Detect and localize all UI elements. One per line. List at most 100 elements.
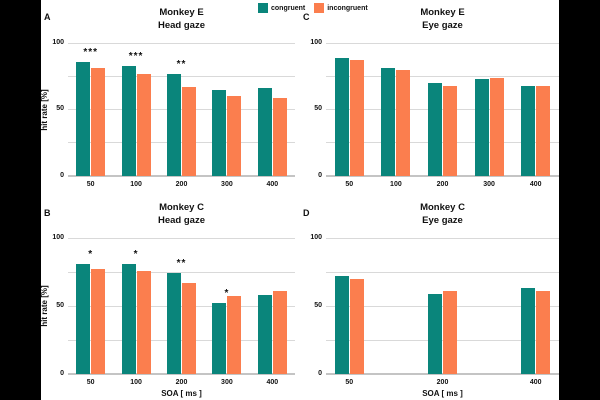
bar-congruent xyxy=(257,88,272,176)
y-tick-label: 0 xyxy=(318,171,322,179)
bar-incongruent xyxy=(396,69,411,176)
bar-congruent xyxy=(521,85,536,176)
bar-congruent xyxy=(257,295,272,374)
significance-marker: *** xyxy=(83,46,99,58)
bar-incongruent xyxy=(136,73,151,176)
bar-congruent xyxy=(76,61,91,176)
gridline-50 xyxy=(326,305,559,307)
y-tick-label: 50 xyxy=(56,105,64,112)
y-tick-label: 100 xyxy=(52,233,64,241)
bar-incongruent xyxy=(182,86,196,176)
gridline-100 xyxy=(326,42,559,44)
legend: congruent incongruent xyxy=(258,3,368,13)
panel-title-block: Monkey E Head gaze xyxy=(68,6,295,32)
bar-incongruent xyxy=(272,97,287,176)
legend-item-incongruent: incongruent xyxy=(314,3,368,13)
bar-incongruent xyxy=(136,270,151,374)
bar-incongruent xyxy=(443,85,457,176)
panel-letter-D: D xyxy=(303,208,310,218)
significance-marker: * xyxy=(88,248,94,260)
y-tick-label: 50 xyxy=(314,105,322,112)
x-tick-label: 100 xyxy=(130,181,142,188)
x-tick-label: 400 xyxy=(529,379,542,386)
x-tick-label: 50 xyxy=(86,379,95,386)
y-tick-label: 50 xyxy=(314,301,322,309)
y-tick-label: 100 xyxy=(310,38,322,46)
panel-title-block: Monkey C Head gaze xyxy=(68,201,295,227)
legend-label-incongruent: incongruent xyxy=(327,4,368,12)
gridline-25 xyxy=(68,339,295,341)
bar-congruent xyxy=(212,89,227,176)
bar-congruent xyxy=(334,276,349,374)
y-tick-label: 100 xyxy=(310,233,322,241)
gridline-100 xyxy=(68,237,295,239)
x-tick-label: 300 xyxy=(221,181,233,188)
gridline-25 xyxy=(326,339,559,341)
x-tick-label: 300 xyxy=(221,379,233,386)
significance-marker: * xyxy=(133,248,139,260)
bar-incongruent xyxy=(91,68,106,176)
x-tick-label: 50 xyxy=(345,379,354,386)
x-tick-label: 400 xyxy=(529,181,542,188)
x-tick-label: 200 xyxy=(436,379,449,386)
bar-congruent xyxy=(334,57,349,176)
bar-incongruent xyxy=(349,60,364,176)
gridline-75 xyxy=(326,75,559,77)
x-tick-label: 50 xyxy=(86,181,95,188)
panel-letter-A: A xyxy=(44,12,51,22)
panel-subtitle: Eye gaze xyxy=(422,215,463,226)
panel-subtitle: Eye gaze xyxy=(422,20,463,31)
gridline-25 xyxy=(68,142,295,144)
x-tick-label: 400 xyxy=(266,379,279,386)
y-tick-label: 0 xyxy=(60,171,64,179)
y-axis-label: hit rate [%] xyxy=(40,88,49,131)
x-axis-line xyxy=(326,373,559,375)
significance-marker: * xyxy=(224,288,230,300)
panel-title: Monkey C xyxy=(420,202,465,213)
bar-congruent xyxy=(167,73,181,176)
bar-incongruent xyxy=(443,291,457,374)
bar-congruent xyxy=(76,263,91,374)
legend-label-congruent: congruent xyxy=(271,4,306,12)
x-tick-label: 400 xyxy=(266,181,279,188)
bar-congruent xyxy=(474,78,489,176)
gridline-50 xyxy=(68,109,295,110)
x-axis-label: SOA [ ms ] xyxy=(161,389,202,398)
bar-congruent xyxy=(428,293,442,374)
bar-incongruent xyxy=(536,291,551,374)
x-axis-line xyxy=(68,373,295,375)
y-tick-label: 50 xyxy=(56,301,64,309)
bar-congruent xyxy=(212,303,227,374)
x-tick-label: 300 xyxy=(483,181,495,188)
bar-incongruent xyxy=(91,269,106,374)
bar-incongruent xyxy=(349,278,364,374)
gridline-75 xyxy=(68,75,295,77)
panel-title: Monkey E xyxy=(159,7,204,18)
x-tick-label: 50 xyxy=(345,181,354,188)
y-tick-label: 100 xyxy=(52,38,64,46)
significance-marker: ** xyxy=(176,58,187,70)
x-tick-label: 200 xyxy=(175,181,188,188)
significance-marker: ** xyxy=(176,258,187,270)
y-tick-label: 0 xyxy=(318,369,322,377)
gridline-75 xyxy=(68,271,295,273)
gridline-50 xyxy=(326,109,559,110)
x-axis-line xyxy=(326,175,559,177)
x-tick-label: 100 xyxy=(130,379,142,386)
panel-letter-B: B xyxy=(44,208,51,218)
bar-congruent xyxy=(167,273,181,374)
y-tick-label: 0 xyxy=(60,369,64,377)
panel-letter-C: C xyxy=(303,12,310,22)
x-tick-label: 200 xyxy=(175,379,188,386)
bar-incongruent xyxy=(489,77,504,176)
x-tick-label: 100 xyxy=(390,181,402,188)
gridline-75 xyxy=(326,271,559,273)
incongruent-swatch-icon xyxy=(314,3,325,13)
gridline-100 xyxy=(68,42,295,44)
bar-incongruent xyxy=(227,296,242,374)
y-axis-label: hit rate [%] xyxy=(40,285,49,327)
bar-incongruent xyxy=(536,85,551,176)
bar-congruent xyxy=(121,263,136,374)
significance-marker: *** xyxy=(128,50,144,62)
